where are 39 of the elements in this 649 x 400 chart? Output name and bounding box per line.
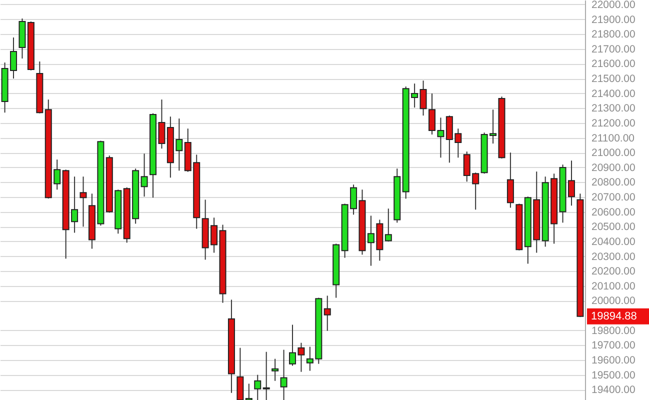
y-tick-label: 21900.00 <box>592 14 636 26</box>
y-tick-label: 19400.00 <box>592 384 636 396</box>
y-tick-label: 21600.00 <box>592 58 636 70</box>
y-tick-label: 21400.00 <box>592 88 636 100</box>
y-tick-label: 20500.00 <box>592 221 636 234</box>
y-tick-label: 20400.00 <box>592 236 636 248</box>
y-tick-label: 20000.00 <box>592 295 636 308</box>
text: 19894.88 <box>591 310 637 322</box>
candlestick <box>140 153 148 198</box>
y-tick-label: 20900.00 <box>592 162 636 174</box>
candlestick <box>254 374 262 400</box>
candlestick <box>80 176 87 228</box>
candlestick <box>384 208 392 242</box>
y-tick-label: 19700.00 <box>592 340 636 352</box>
candlestick <box>245 383 252 400</box>
y-tick-label: 20200.00 <box>592 266 636 278</box>
y-tick-label: 21200.00 <box>592 117 636 130</box>
y-tick-label: 20300.00 <box>592 250 636 263</box>
y-tick-label: 19600.00 <box>592 354 636 366</box>
y-tick-label: 20600.00 <box>592 206 636 218</box>
candlestick <box>324 295 331 332</box>
y-tick-label: 22000.00 <box>592 0 636 11</box>
candlestick <box>272 358 279 382</box>
y-tick-label: 20700.00 <box>592 192 636 204</box>
candlestick <box>420 80 427 116</box>
y-tick-label: 21000.00 <box>592 147 636 160</box>
y-tick-label: 21100.00 <box>592 132 635 144</box>
y-tick-label: 21300.00 <box>592 102 636 115</box>
y-tick-label: 21500.00 <box>592 73 636 86</box>
y-tick-label: 20100.00 <box>592 280 636 292</box>
candlestick <box>236 347 244 400</box>
y-tick-label: 19500.00 <box>592 369 636 382</box>
y-tick-label: 19800.00 <box>592 324 636 337</box>
candlestick <box>262 351 270 400</box>
y-tick-label: 21800.00 <box>592 28 636 41</box>
y-tick-label: 20800.00 <box>592 176 636 189</box>
candlestick <box>280 349 288 400</box>
y-tick-label: 21700.00 <box>592 43 636 56</box>
candlestick <box>506 152 514 208</box>
